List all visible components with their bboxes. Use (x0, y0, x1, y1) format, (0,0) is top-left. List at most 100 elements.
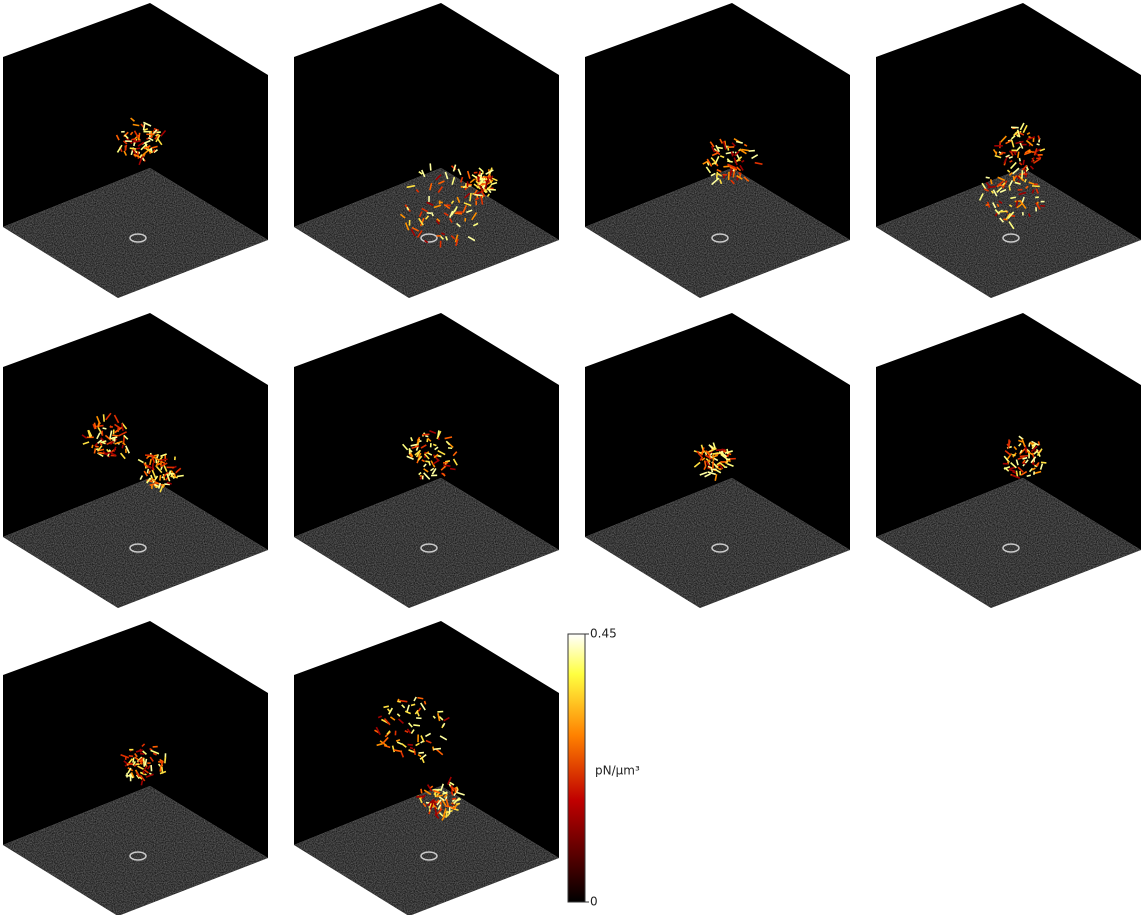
force-vector (463, 202, 472, 207)
force-vector (139, 475, 144, 481)
force-vector (386, 730, 391, 735)
force-vector (396, 713, 401, 717)
force-vector (699, 471, 708, 476)
force-vector (123, 434, 129, 440)
force-vector (1036, 448, 1043, 457)
force-vector (426, 784, 433, 792)
force-vector (145, 773, 154, 778)
force-vector (118, 431, 127, 437)
force-vector (401, 704, 406, 709)
force-vector (159, 483, 165, 493)
force-vector (160, 466, 163, 471)
force-vector (466, 170, 471, 179)
force-vector (978, 193, 984, 201)
force-vector (130, 772, 135, 778)
force-vector (994, 154, 1002, 159)
force-vector (115, 134, 120, 141)
colorbar-tick-label: 0 (590, 895, 598, 909)
cube-floor-texture (585, 168, 850, 298)
force-vector (141, 149, 150, 157)
force-vector (422, 802, 427, 808)
force-vector (96, 432, 101, 440)
force-vector (707, 471, 717, 476)
force-vector (148, 470, 151, 475)
force-vector (135, 774, 140, 779)
force-vector (435, 748, 444, 756)
force-vector (401, 743, 407, 748)
force-vector (730, 179, 735, 185)
force-vector (1035, 188, 1039, 194)
force-vector (146, 477, 151, 484)
force-vector (1035, 196, 1039, 199)
force-vector (149, 756, 154, 762)
cube-floor-texture (294, 786, 559, 915)
force-vector (1040, 461, 1047, 464)
colorbar-label: pN/μm³ (595, 764, 640, 778)
force-vector (404, 222, 410, 231)
force-vector (91, 444, 94, 449)
force-vector (739, 148, 747, 155)
force-vector (1003, 218, 1008, 221)
force-vector (985, 176, 990, 179)
force-vector (97, 445, 103, 452)
force-vector (416, 439, 420, 444)
force-vector (734, 151, 740, 159)
force-vector (464, 182, 468, 187)
force-vector (119, 452, 126, 460)
force-vector (1022, 124, 1028, 134)
force-vector (435, 219, 441, 225)
force-vector (377, 715, 383, 719)
force-vector (1024, 168, 1027, 178)
force-vector (432, 459, 440, 465)
force-vector (143, 470, 149, 477)
force-vector (416, 795, 426, 798)
force-vector (423, 468, 429, 473)
force-vector (104, 451, 113, 455)
cube-walls (876, 313, 1141, 550)
cube-floor-texture (876, 478, 1141, 608)
force-vector (421, 207, 429, 213)
force-vector (709, 141, 715, 148)
force-vector (436, 792, 440, 797)
force-vector (454, 212, 463, 215)
force-vector (175, 467, 182, 474)
force-vector (481, 184, 486, 189)
force-vector (999, 184, 1004, 187)
force-vector (122, 442, 126, 446)
force-vector (138, 756, 144, 762)
force-vector (460, 176, 464, 183)
force-vector (1004, 449, 1012, 456)
force-vector (730, 151, 734, 156)
force-vector (139, 154, 143, 159)
force-vector (149, 482, 158, 487)
force-vector (116, 144, 123, 153)
force-vector (436, 799, 442, 806)
force-vector (1035, 462, 1040, 467)
force-vector (1021, 170, 1024, 179)
colorbar: pN/μm³ 0 0.45 (567, 627, 640, 909)
force-vector (425, 739, 432, 744)
force-vector (104, 434, 112, 441)
force-vector (87, 429, 91, 438)
force-vector (444, 171, 449, 180)
force-vector (1018, 191, 1027, 196)
force-vector (1005, 212, 1012, 220)
force-vector (445, 810, 448, 818)
force-vector (1008, 179, 1014, 187)
force-vector (434, 800, 438, 804)
force-vector (480, 177, 484, 184)
force-vector (411, 226, 420, 232)
cube-panel (294, 313, 559, 608)
force-vector (94, 442, 99, 447)
force-vector (999, 217, 1005, 223)
force-vector (157, 138, 163, 146)
force-vector (397, 700, 402, 703)
force-vector (1000, 135, 1007, 143)
force-vector (719, 462, 726, 468)
force-vector (714, 474, 718, 481)
force-vector (1031, 440, 1040, 446)
cube-floor-texture (294, 168, 559, 298)
force-vector (389, 716, 396, 721)
force-vector (714, 156, 720, 165)
cube-walls (585, 313, 850, 550)
